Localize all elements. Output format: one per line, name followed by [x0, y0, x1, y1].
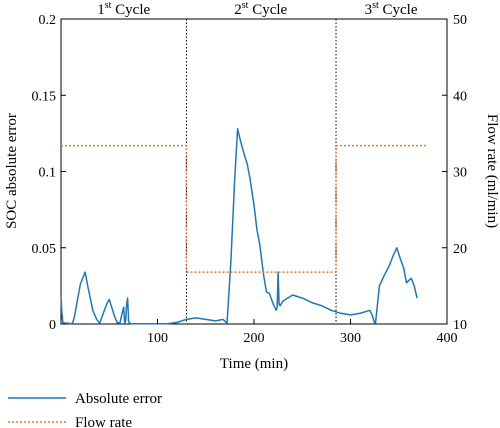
left-axis-ticks: 0 0.05 0.1 0.15 0.2: [32, 13, 66, 333]
legend-label-absolute-error: Absolute error: [75, 391, 162, 407]
y2-axis-title: Flow rate (ml/min): [484, 114, 500, 228]
bottom-tick-label: 200: [244, 331, 265, 346]
right-tick-label: 40: [453, 89, 467, 104]
plot-frame: [60, 18, 448, 325]
x-axis-title: Time (min): [220, 356, 288, 372]
cycle-labels: 1st Cycle 2st Cycle 3st Cycle: [97, 0, 418, 18]
right-tick-label: 50: [453, 13, 467, 28]
right-tick-label: 10: [453, 318, 467, 333]
cycle-boundary-lines: [185, 19, 337, 324]
left-tick-label: 0.1: [39, 166, 57, 181]
left-tick-label: 0: [49, 318, 56, 333]
bottom-axis-ticks: 100 200 300 400: [147, 319, 458, 346]
right-tick-label: 20: [453, 242, 467, 257]
right-axis-ticks: 10 20 30 40 50: [442, 13, 467, 333]
left-tick-label: 0.05: [32, 242, 57, 257]
left-tick-label: 0.2: [39, 13, 57, 28]
legend-label-flow-rate: Flow rate: [75, 415, 132, 428]
series-line-flow-rate: [61, 144, 428, 273]
y-axis-title: SOC absolute error: [4, 113, 20, 229]
series-layer: [60, 128, 428, 325]
cycle-label-3: 3st Cycle: [365, 0, 418, 18]
bottom-tick-label: 400: [437, 331, 458, 346]
right-tick-label: 30: [453, 166, 467, 181]
left-tick-label: 0.15: [32, 89, 57, 104]
legend: Absolute error Flow rate: [8, 391, 162, 428]
cycle-label-2: 2st Cycle: [234, 0, 287, 18]
series-line-absolute-error: [60, 128, 418, 325]
cycle-label-1: 1st Cycle: [97, 0, 150, 18]
bottom-tick-label: 300: [340, 331, 361, 346]
bottom-tick-label: 100: [147, 331, 168, 346]
